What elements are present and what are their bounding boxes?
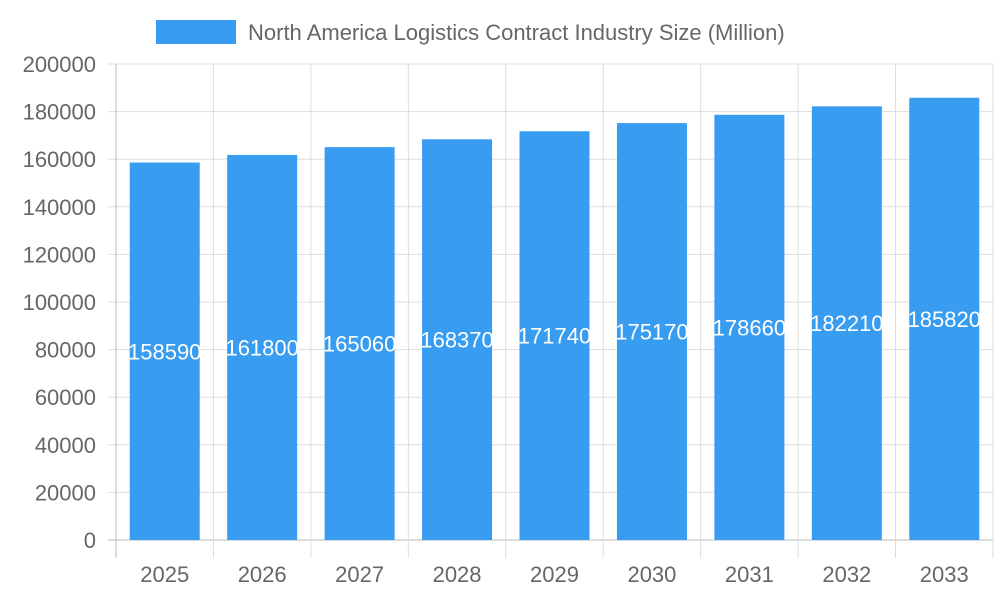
data-label-2026: 161800 <box>225 335 298 360</box>
x-tick-label: 2030 <box>627 562 676 587</box>
y-tick-label: 60000 <box>35 385 96 410</box>
x-tick-label: 2029 <box>530 562 579 587</box>
x-tick-label: 2026 <box>238 562 287 587</box>
data-label-2032: 182210 <box>810 311 883 336</box>
x-tick-label: 2032 <box>822 562 871 587</box>
y-tick-label: 200000 <box>23 52 96 77</box>
bar-2027 <box>324 147 395 540</box>
data-label-2025: 158590 <box>128 339 201 364</box>
x-tick-label: 2031 <box>725 562 774 587</box>
y-tick-label: 0 <box>84 528 96 553</box>
legend-label: North America Logistics Contract Industr… <box>248 20 785 45</box>
y-tick-label: 100000 <box>23 290 96 315</box>
bar-2032 <box>811 106 882 540</box>
legend-swatch <box>156 20 236 44</box>
y-tick-label: 20000 <box>35 480 96 505</box>
bar-2031 <box>714 114 785 541</box>
bar-2028 <box>422 139 493 540</box>
x-tick-label: 2028 <box>433 562 482 587</box>
bar-2030 <box>616 123 687 540</box>
x-tick-label: 2025 <box>140 562 189 587</box>
data-label-2029: 171740 <box>518 324 591 349</box>
y-tick-label: 80000 <box>35 338 96 363</box>
data-label-2030: 175170 <box>615 320 688 345</box>
y-tick-label: 140000 <box>23 195 96 220</box>
y-tick-label: 160000 <box>23 147 96 172</box>
data-label-2028: 168370 <box>420 328 493 353</box>
bar-2025 <box>129 162 200 541</box>
y-tick-label: 120000 <box>23 242 96 267</box>
y-tick-label: 40000 <box>35 433 96 458</box>
x-tick-label: 2033 <box>920 562 969 587</box>
data-label-2033: 185820 <box>908 307 981 332</box>
x-tick-label: 2027 <box>335 562 384 587</box>
bar-2029 <box>519 131 590 541</box>
data-label-2027: 165060 <box>323 332 396 357</box>
data-label-2031: 178660 <box>713 315 786 340</box>
y-tick-label: 180000 <box>23 100 96 125</box>
bar-2033 <box>909 97 980 540</box>
bar-2026 <box>227 154 298 540</box>
